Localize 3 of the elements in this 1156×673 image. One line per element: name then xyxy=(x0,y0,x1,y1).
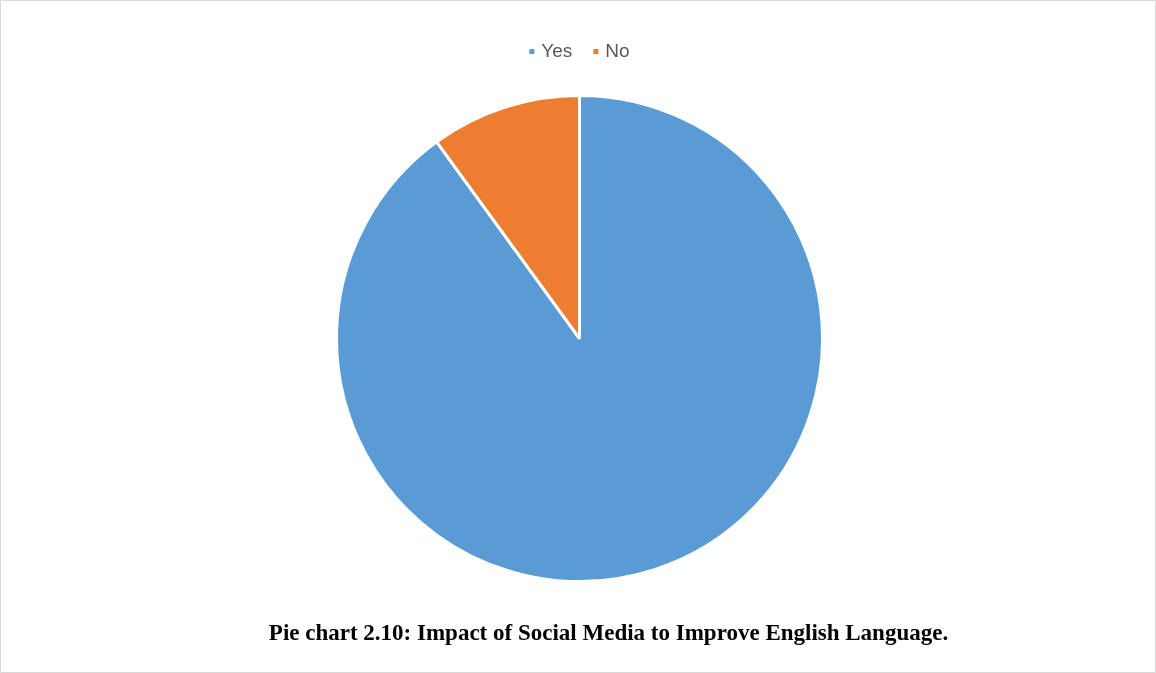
text: Pie chart 2.10: Impact of Social Media to Improve English Language. xyxy=(268,620,949,645)
legend-label: Yes xyxy=(541,40,573,62)
legend-label: No xyxy=(605,40,630,62)
